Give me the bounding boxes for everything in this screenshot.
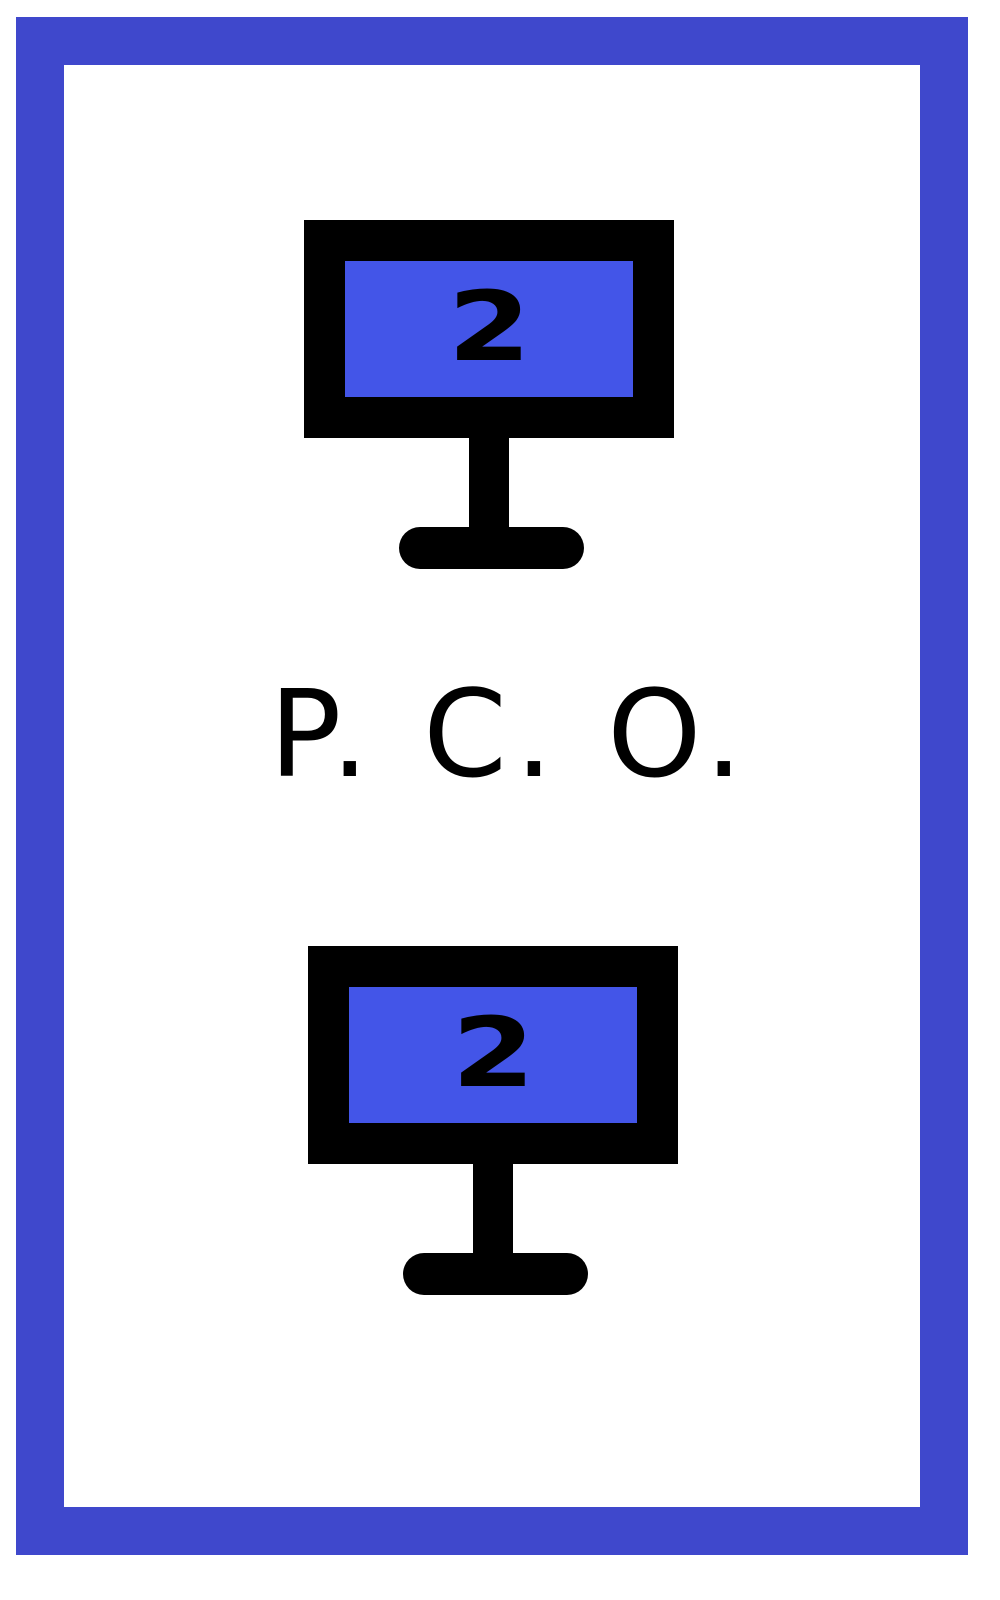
bottom-sign-base bbox=[403, 1253, 588, 1295]
top-sign-number: 2 bbox=[447, 271, 531, 383]
top-sign-pole bbox=[469, 436, 509, 536]
top-sign-panel: 2 bbox=[304, 220, 674, 438]
bottom-sign-post-icon: 2 bbox=[308, 946, 678, 1296]
bottom-sign-number: 2 bbox=[451, 997, 535, 1109]
bottom-sign-panel: 2 bbox=[308, 946, 678, 1164]
card-label: P. C. O. bbox=[269, 666, 751, 805]
top-sign-base bbox=[399, 527, 584, 569]
top-sign-post-icon: 2 bbox=[304, 220, 674, 570]
bottom-sign-pole bbox=[473, 1162, 513, 1262]
